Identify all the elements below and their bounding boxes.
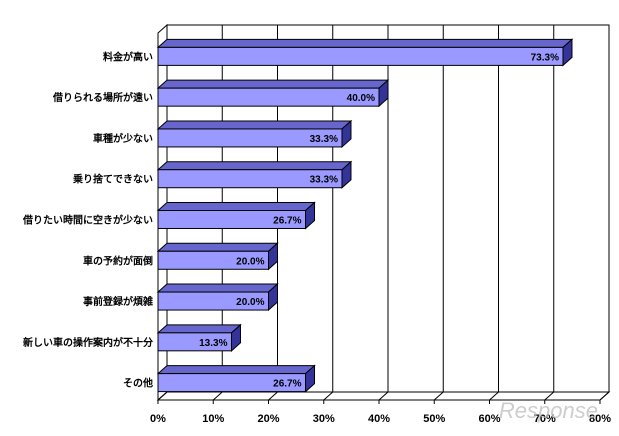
bar-value-label: 26.7% [273,216,301,227]
x-tick-label: 50% [423,413,445,425]
bar-top-face [156,283,279,293]
bar-value-label: 40.0% [347,93,375,104]
bar-value-label: 26.7% [273,379,301,390]
bar-top-face [156,242,279,252]
bar [157,332,232,352]
bar [157,87,380,107]
x-tick-label: 80% [589,413,611,425]
category-labels: 料金が高い借りられる場所が遠い車種が少ない乗り捨てできない借りたい時間に空きが少… [22,50,153,389]
bar-value-label: 13.3% [199,338,227,349]
floor-gridline [489,391,499,401]
category-label: 借りたい時間に空きが少ない [22,214,153,227]
category-label: 車種が少ない [93,132,153,145]
bar-value-label: 20.0% [236,256,264,267]
bar [157,291,269,311]
x-tick-label: 0% [150,413,166,425]
x-tick-label: 20% [257,413,279,425]
x-tick-label: 40% [368,413,390,425]
x-tick-label: 30% [313,413,335,425]
bar-top-face [156,365,316,375]
bar-top-face [156,324,242,334]
category-label: 新しい車の操作案内が不十分 [23,336,153,349]
floor-gridline [157,391,168,401]
chart-bars: 73.3% 40.0% 33.3% 33.3% 26.7% 20.0% 20.0% 13.3%… [156,38,574,393]
floor-gridline [433,391,444,401]
category-label: 事前登録が煩雑 [83,295,153,308]
floor-gridline [599,391,610,401]
x-tick-label: 60% [478,413,500,425]
x-tick-label: 10% [202,413,224,425]
x-tick-label: 70% [534,413,556,425]
floor-gridline [323,391,334,401]
floor-gridline [212,391,223,401]
bar-top-face [156,120,353,130]
bar [157,46,564,66]
bar [157,210,307,229]
watermark-logo: Response [499,398,598,423]
bar-top-face [156,161,353,171]
bar [157,128,343,148]
floor-gridline [544,391,555,401]
category-label: 乗り捨てできない [72,173,153,186]
category-label: 車の予約が面倒 [83,254,153,267]
floor-gridline [268,391,278,401]
bar-top-face [156,202,316,211]
bar [157,169,343,189]
category-label: 借りられる場所が遠い [52,91,153,104]
bar-value-label: 33.3% [310,134,338,145]
floor-gridline [378,391,389,401]
bar-top-face [156,38,574,48]
category-label: 料金が高い [103,50,153,63]
bar [157,250,269,270]
bar-value-label: 73.3% [531,52,559,63]
category-label: その他 [123,377,153,390]
x-axis-tick-labels: 0% 10% 20% 30% 40% 50% 60% 70% 80% [150,413,611,425]
bar [157,373,307,393]
bar-top-face [156,79,390,89]
bar-value-label: 20.0% [236,297,264,308]
bar-value-label: 33.3% [310,175,338,186]
